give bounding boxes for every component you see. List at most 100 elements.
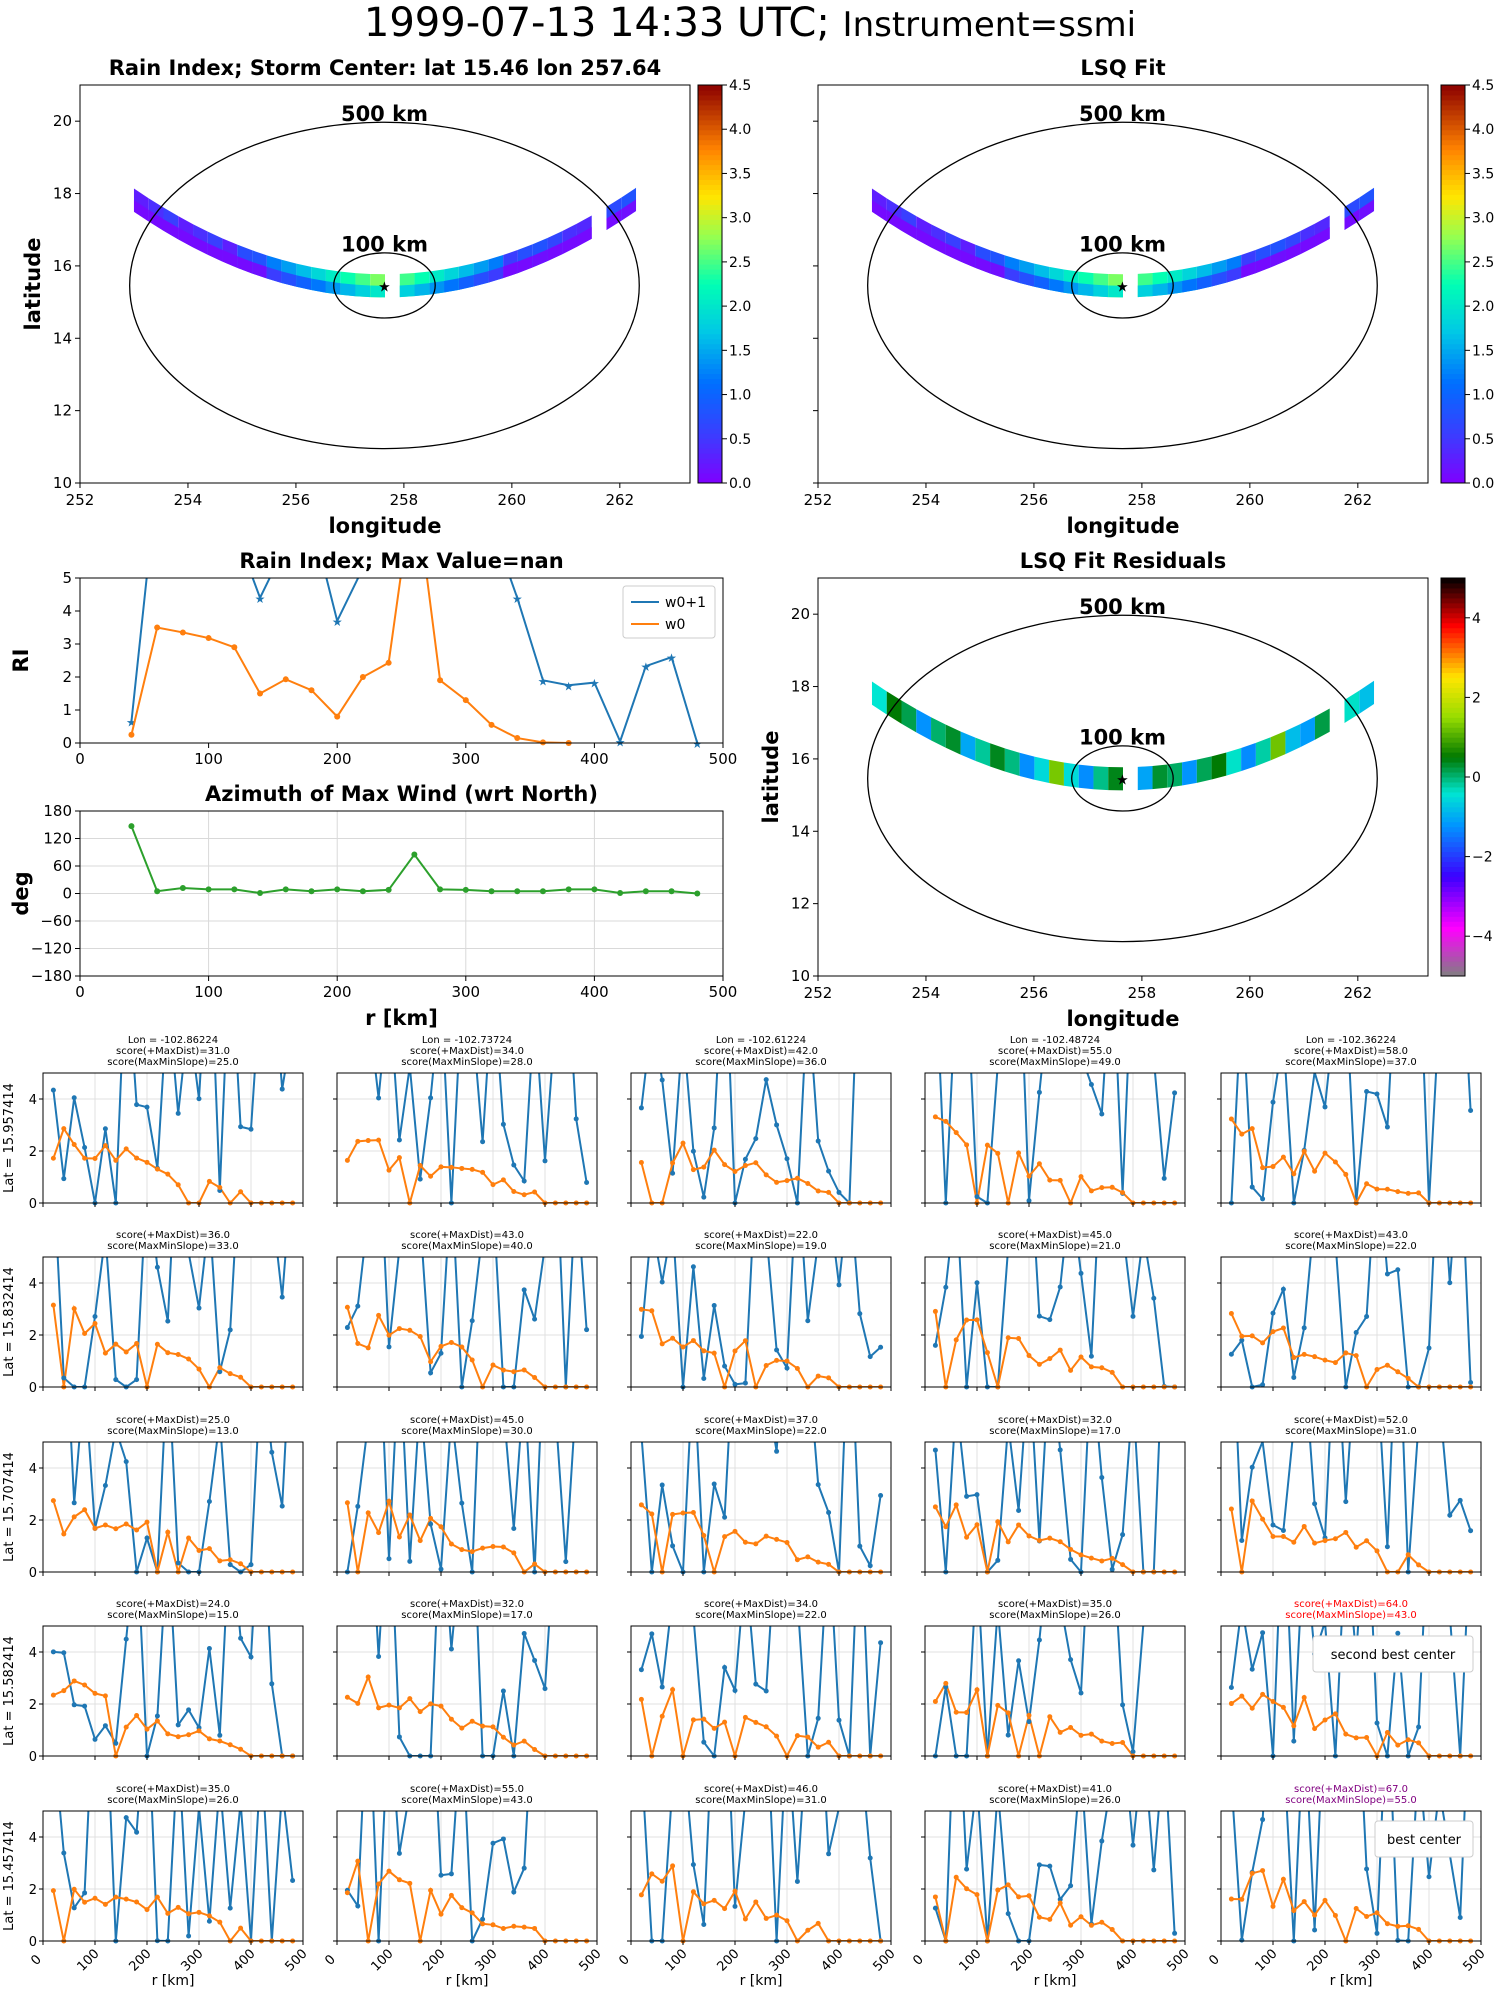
- y-tick-label: 4: [62, 602, 72, 620]
- w0-line: [640, 1140, 881, 1203]
- w0p1-point: [428, 1521, 434, 1527]
- w0p1-point: [61, 1375, 67, 1381]
- series-point: ★: [666, 651, 677, 665]
- colorbar-band: [1441, 578, 1465, 584]
- colorbar-band: [1441, 931, 1465, 937]
- swath-cell-lower: [931, 235, 946, 255]
- w0-point: [1078, 1914, 1084, 1920]
- colorbar-band: [1441, 328, 1465, 335]
- w0p1-point: [1260, 1196, 1266, 1202]
- cell-score-maxminslope: score(MaxMinSlope)=25.0: [107, 1057, 238, 1068]
- w0p1-point: [144, 1104, 150, 1110]
- w0p1-line: [1230, 1626, 1468, 1756]
- w0-point: [386, 1332, 392, 1338]
- w0p1-line: [640, 1257, 882, 1387]
- w0-point: [355, 1858, 361, 1864]
- w0-point: [1416, 1190, 1422, 1196]
- w0-point: [1088, 1188, 1094, 1194]
- colorbar-band: [1441, 742, 1465, 748]
- w0-point: [1016, 1894, 1022, 1900]
- w0-point: [1405, 1923, 1411, 1929]
- colorbar-band: [1441, 891, 1465, 897]
- series-point: [539, 888, 546, 895]
- x-tick-label: 400: [1112, 1946, 1140, 1974]
- cell-score-maxminslope: score(MaxMinSlope)=40.0: [401, 1241, 532, 1252]
- w0-point: [932, 1504, 938, 1510]
- colorbar-band: [1441, 338, 1465, 345]
- colorbar-band: [698, 373, 722, 380]
- x-tick-label: 0: [75, 750, 85, 768]
- w0-point: [1088, 1555, 1094, 1561]
- cell-score-maxminslope: score(MaxMinSlope)=55.0: [1285, 1795, 1416, 1806]
- w0p1-point: [134, 1102, 140, 1108]
- colorbar-band: [1441, 408, 1465, 414]
- colorbar-band: [698, 259, 722, 265]
- x-tick-label: 258: [1128, 984, 1157, 1002]
- colorbar-band: [698, 179, 722, 185]
- w0-point: [521, 1924, 527, 1930]
- azimuth-chart: Azimuth of Max Wind (wrt North) 0 100 200 30…: [9, 782, 737, 1030]
- w0p1-point: [1099, 1111, 1105, 1117]
- w0-point: [1228, 1701, 1234, 1707]
- colorbar-band: [698, 109, 722, 116]
- w0-point: [165, 1171, 171, 1177]
- w0-point: [227, 1371, 233, 1377]
- colorbar-band: [1441, 179, 1465, 185]
- colorbar-tick-label: 4.0: [729, 122, 751, 138]
- w0-point: [1026, 1533, 1032, 1539]
- w0-point: [1270, 1164, 1276, 1170]
- w0-point: [794, 1175, 800, 1181]
- w0-point: [1405, 1190, 1411, 1196]
- colorbar-band: [1441, 284, 1465, 290]
- colorbar-band: [698, 433, 722, 439]
- y-tick-label: 12: [53, 402, 72, 420]
- legend-label: w0: [665, 617, 685, 633]
- w0-point: [1239, 1693, 1245, 1699]
- x-tick-label: 256: [1020, 491, 1049, 509]
- cell-score-maxdist: score(+MaxDist)=43.0: [1294, 1230, 1408, 1241]
- swath-cell: [901, 700, 917, 733]
- w0-point: [102, 1693, 108, 1699]
- w0-point: [186, 1535, 192, 1541]
- colorbar-tick-label: 2.0: [729, 299, 751, 315]
- w0-point: [638, 1696, 644, 1702]
- colorbar-band: [1441, 478, 1465, 484]
- w0p1-point: [943, 1684, 949, 1690]
- series-point: ★: [332, 615, 343, 629]
- grid-cell-r5-c4: score(MaxMinSlope)=26.0score(+MaxDist)=4…: [910, 1784, 1192, 1989]
- ring-100km-label: 100 km: [341, 232, 428, 256]
- w0-point: [1301, 1148, 1307, 1154]
- series-point: [539, 739, 546, 746]
- colorbar-band: [698, 124, 722, 131]
- colorbar-tick-label: 1.5: [1472, 343, 1494, 359]
- w0-point: [102, 1143, 108, 1149]
- w0-point: [217, 1558, 223, 1564]
- colorbar-band: [698, 244, 722, 250]
- w0p1-point: [1057, 1447, 1063, 1453]
- w0-point: [417, 1163, 423, 1169]
- swath-cell-lower: [1137, 284, 1153, 298]
- w0p1-point: [1270, 1522, 1276, 1528]
- w0-point: [175, 1904, 181, 1910]
- swath-cell: [1314, 708, 1330, 740]
- w0-point: [815, 1744, 821, 1750]
- y-tick-label: 10: [791, 967, 810, 985]
- w0p1-point: [269, 1449, 275, 1455]
- grid-cell-r1-c1: score(MaxMinSlope)=25.0score(+MaxDist)=3…: [2, 1035, 304, 1212]
- w0p1-point: [1416, 1724, 1422, 1730]
- colorbar-band: [1441, 373, 1465, 380]
- w0-point: [995, 1702, 1001, 1708]
- colorbar-tick-label: 0.5: [729, 432, 751, 448]
- colorbar-band: [1441, 632, 1465, 639]
- colorbar-band: [1441, 458, 1465, 464]
- colorbar-tick-label: 0: [1472, 770, 1481, 786]
- colorbar-band: [1441, 99, 1465, 106]
- w0p1-point: [1260, 1382, 1266, 1388]
- w0-point: [964, 1886, 970, 1892]
- w0-point: [984, 1350, 990, 1356]
- series-point: [514, 888, 521, 895]
- y-tick-label: 2: [29, 1698, 37, 1713]
- colorbar-band: [1441, 697, 1465, 703]
- w0-point: [1312, 1168, 1318, 1174]
- w0-point: [227, 1557, 233, 1563]
